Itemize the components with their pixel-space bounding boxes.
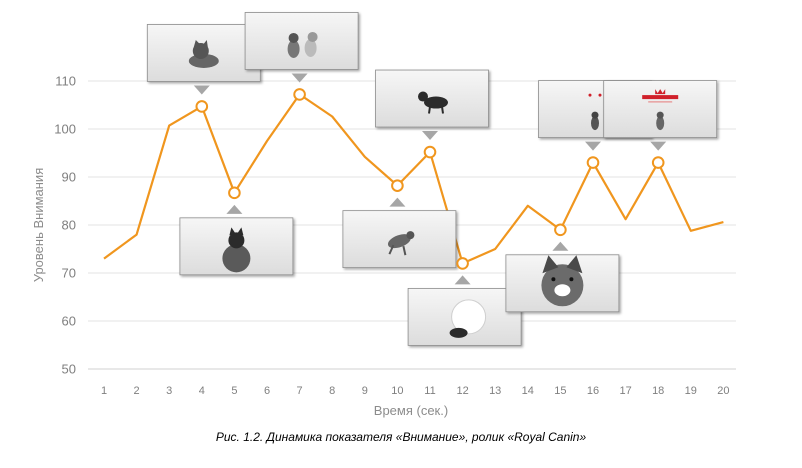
x-tick-label: 3 bbox=[166, 385, 172, 397]
kitten-back-view-thumbnail bbox=[179, 217, 294, 276]
y-tick-label: 100 bbox=[54, 122, 76, 137]
series-layer bbox=[103, 93, 724, 265]
frame-thumbnails bbox=[146, 12, 718, 346]
y-tick-label: 80 bbox=[62, 218, 76, 233]
x-axis-ticks: 1 2 3 4 5 6 7 8 9 10 11 12 13 14 15 16 17 18 19 20 bbox=[101, 385, 730, 397]
data-point-marker bbox=[293, 88, 306, 101]
y-tick-label: 90 bbox=[62, 170, 76, 185]
data-point-marker bbox=[423, 145, 437, 159]
x-tick-label: 5 bbox=[231, 385, 237, 397]
x-axis-label: Время (сек.) bbox=[374, 403, 448, 418]
kitten-meowing-closeup-thumbnail bbox=[505, 254, 620, 313]
x-tick-label: 12 bbox=[456, 385, 468, 397]
y-axis-label: Уровень Внимания bbox=[31, 168, 46, 282]
y-tick-label: 60 bbox=[62, 314, 76, 329]
y-tick-label: 70 bbox=[62, 266, 76, 281]
data-point-marker bbox=[651, 156, 665, 169]
data-point-marker bbox=[391, 179, 404, 192]
kitten-crouching-thumbnail bbox=[146, 24, 261, 82]
figure-caption: Рис. 1.2. Динамика показателя «Внимание»… bbox=[215, 430, 587, 444]
data-point-marker bbox=[456, 257, 469, 270]
pointer-arrow-down bbox=[291, 73, 308, 83]
x-tick-label: 1 bbox=[101, 385, 107, 397]
pointer-arrow-down bbox=[193, 85, 210, 95]
x-tick-label: 16 bbox=[587, 385, 599, 397]
pointer-arrow-up bbox=[389, 197, 406, 207]
pointer-arrow-up bbox=[454, 275, 471, 285]
x-tick-label: 20 bbox=[717, 385, 729, 397]
pointer-arrow-down bbox=[650, 141, 667, 151]
y-tick-label: 50 bbox=[62, 362, 76, 377]
x-tick-label: 7 bbox=[297, 385, 303, 397]
marker-layer bbox=[195, 88, 665, 270]
royal-canin-logo-kitten-thumbnail bbox=[603, 80, 718, 138]
x-tick-label: 14 bbox=[522, 385, 534, 397]
y-axis-ticks: 50 60 70 80 90 100 110 bbox=[54, 74, 76, 377]
kitten-jumping-thumbnail bbox=[342, 210, 457, 269]
x-tick-label: 10 bbox=[391, 385, 403, 397]
x-tick-label: 19 bbox=[685, 385, 697, 397]
x-tick-label: 9 bbox=[362, 385, 368, 397]
data-point-marker bbox=[228, 186, 241, 200]
x-tick-label: 6 bbox=[264, 385, 270, 397]
pointer-arrow-down bbox=[422, 131, 438, 141]
x-tick-label: 4 bbox=[199, 385, 205, 397]
pointer-arrow-up bbox=[226, 204, 243, 214]
y-tick-label: 110 bbox=[55, 74, 76, 89]
data-point-marker bbox=[554, 223, 567, 237]
x-tick-label: 17 bbox=[619, 385, 631, 397]
data-point-marker bbox=[195, 100, 209, 113]
data-point-marker bbox=[586, 156, 600, 169]
x-tick-label: 2 bbox=[134, 385, 140, 397]
x-tick-label: 15 bbox=[554, 385, 566, 397]
kitten-walking-thumbnail bbox=[375, 69, 489, 128]
x-tick-label: 18 bbox=[652, 385, 664, 397]
x-tick-label: 13 bbox=[489, 385, 501, 397]
pointer-arrow-up bbox=[552, 241, 569, 251]
x-tick-label: 11 bbox=[424, 385, 435, 397]
x-tick-label: 8 bbox=[329, 385, 335, 397]
attention-series-line bbox=[103, 93, 724, 265]
two-kittens-playing-thumbnail bbox=[244, 12, 359, 70]
pointer-arrow-down bbox=[585, 141, 601, 151]
fluffy-kitten-thumbnail bbox=[407, 287, 522, 346]
